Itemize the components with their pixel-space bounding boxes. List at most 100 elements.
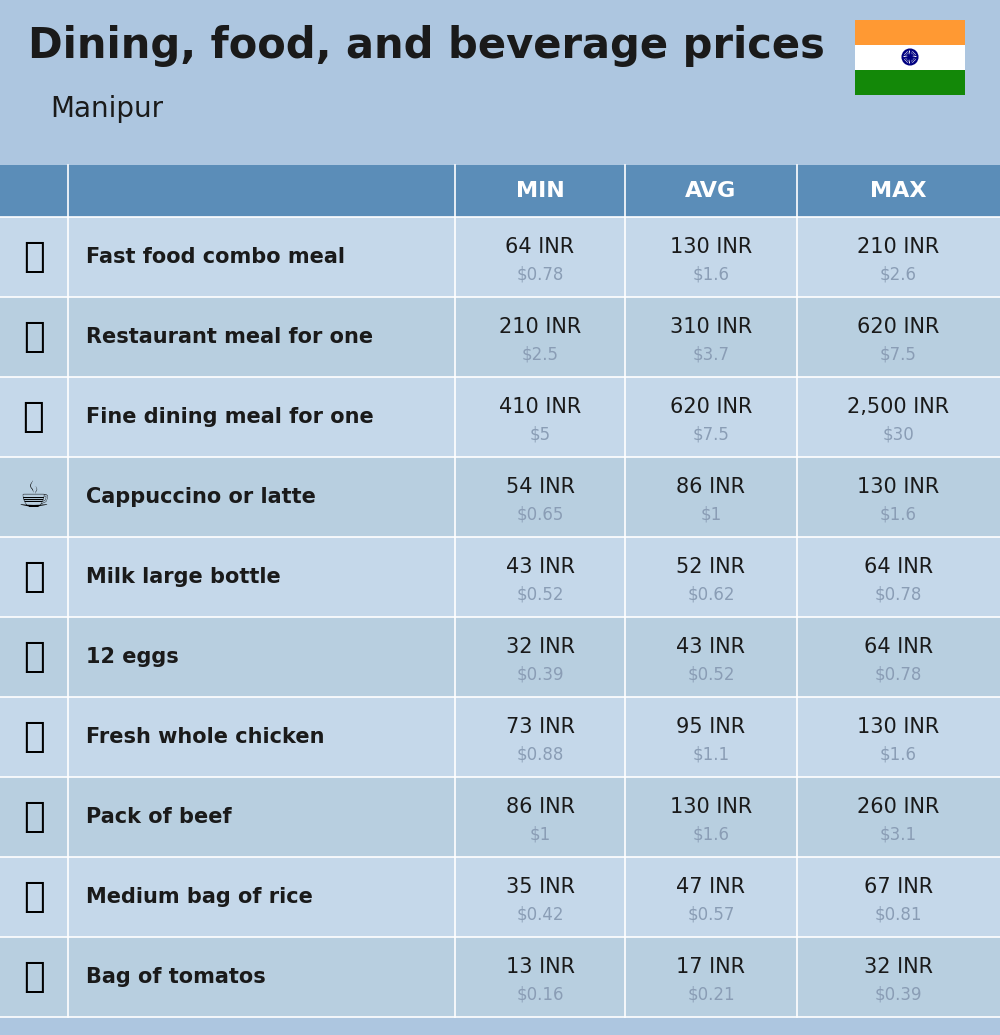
Text: 52 INR: 52 INR	[676, 557, 746, 576]
Text: Fast food combo meal: Fast food combo meal	[86, 247, 345, 267]
Text: 🥩: 🥩	[23, 800, 45, 834]
Text: $0.62: $0.62	[687, 586, 735, 603]
Text: 410 INR: 410 INR	[499, 396, 581, 417]
Bar	[0, 857, 1000, 937]
Text: $5: $5	[529, 425, 551, 444]
Bar	[0, 937, 1000, 1017]
Text: 130 INR: 130 INR	[857, 476, 940, 497]
Text: 260 INR: 260 INR	[857, 797, 940, 817]
Text: $0.39: $0.39	[516, 666, 564, 683]
Text: $0.52: $0.52	[516, 586, 564, 603]
Bar	[0, 377, 1000, 457]
Text: $2.5: $2.5	[522, 346, 558, 363]
Text: $0.57: $0.57	[687, 906, 735, 923]
Text: $1: $1	[529, 826, 551, 844]
Text: $7.5: $7.5	[880, 346, 917, 363]
Text: 🍔: 🍔	[23, 240, 45, 274]
Text: 64 INR: 64 INR	[505, 237, 575, 257]
Text: MIN: MIN	[516, 181, 564, 201]
Bar	[0, 0, 1000, 165]
Bar	[0, 165, 1000, 217]
Text: 130 INR: 130 INR	[670, 797, 752, 817]
Bar	[0, 617, 1000, 697]
Text: Fine dining meal for one: Fine dining meal for one	[86, 407, 374, 427]
Text: 67 INR: 67 INR	[864, 877, 933, 896]
Text: $0.39: $0.39	[875, 985, 922, 1004]
Text: 64 INR: 64 INR	[864, 637, 933, 656]
Text: $0.81: $0.81	[875, 906, 922, 923]
Text: 🍽️: 🍽️	[23, 400, 45, 434]
Text: $2.6: $2.6	[880, 266, 917, 284]
Text: 35 INR: 35 INR	[506, 877, 574, 896]
Text: Medium bag of rice: Medium bag of rice	[86, 887, 313, 907]
Text: MAX: MAX	[870, 181, 927, 201]
Text: $0.16: $0.16	[516, 985, 564, 1004]
Text: $1.6: $1.6	[880, 745, 917, 764]
Text: 43 INR: 43 INR	[506, 557, 574, 576]
Text: 🐔: 🐔	[23, 720, 45, 755]
Bar	[855, 70, 965, 95]
Text: $3.7: $3.7	[692, 346, 730, 363]
Text: 🥛: 🥛	[23, 560, 45, 594]
Text: 🥚: 🥚	[23, 640, 45, 674]
Text: 64 INR: 64 INR	[864, 557, 933, 576]
Text: Cappuccino or latte: Cappuccino or latte	[86, 487, 316, 507]
Text: 210 INR: 210 INR	[857, 237, 940, 257]
Text: Fresh whole chicken: Fresh whole chicken	[86, 727, 324, 747]
Text: Restaurant meal for one: Restaurant meal for one	[86, 327, 373, 347]
Bar	[0, 777, 1000, 857]
Bar	[0, 537, 1000, 617]
Text: $0.42: $0.42	[516, 906, 564, 923]
Text: 95 INR: 95 INR	[676, 716, 746, 737]
Text: $0.88: $0.88	[516, 745, 564, 764]
Bar	[0, 147, 1000, 165]
Text: 🍳: 🍳	[23, 320, 45, 354]
Text: 310 INR: 310 INR	[670, 317, 752, 336]
Text: AVG: AVG	[685, 181, 737, 201]
Text: 32 INR: 32 INR	[864, 956, 933, 977]
Text: 32 INR: 32 INR	[506, 637, 574, 656]
Text: 86 INR: 86 INR	[506, 797, 574, 817]
Text: $0.78: $0.78	[875, 586, 922, 603]
Text: $1.6: $1.6	[692, 266, 730, 284]
Text: 17 INR: 17 INR	[676, 956, 746, 977]
Text: 43 INR: 43 INR	[676, 637, 746, 656]
Text: 🍅: 🍅	[23, 960, 45, 994]
Text: Bag of tomatos: Bag of tomatos	[86, 967, 266, 987]
Bar	[855, 20, 965, 45]
Bar	[0, 697, 1000, 777]
Text: 210 INR: 210 INR	[499, 317, 581, 336]
Text: 12 eggs: 12 eggs	[86, 647, 179, 667]
Text: 54 INR: 54 INR	[506, 476, 574, 497]
Text: $0.78: $0.78	[875, 666, 922, 683]
Text: $1.6: $1.6	[692, 826, 730, 844]
Bar	[0, 217, 1000, 297]
Text: $1.6: $1.6	[880, 506, 917, 524]
Text: 130 INR: 130 INR	[857, 716, 940, 737]
Text: 🍚: 🍚	[23, 880, 45, 914]
Text: $0.52: $0.52	[687, 666, 735, 683]
Text: 2,500 INR: 2,500 INR	[847, 396, 950, 417]
Text: 47 INR: 47 INR	[676, 877, 746, 896]
Bar	[0, 297, 1000, 377]
Text: $0.78: $0.78	[516, 266, 564, 284]
Text: $0.21: $0.21	[687, 985, 735, 1004]
Text: Dining, food, and beverage prices: Dining, food, and beverage prices	[28, 25, 825, 67]
Text: 73 INR: 73 INR	[506, 716, 574, 737]
Text: $1: $1	[700, 506, 722, 524]
Text: 620 INR: 620 INR	[857, 317, 940, 336]
Text: 13 INR: 13 INR	[506, 956, 574, 977]
Text: Manipur: Manipur	[50, 95, 163, 123]
Bar	[855, 45, 965, 70]
Text: ☕: ☕	[18, 480, 50, 514]
Text: $30: $30	[883, 425, 914, 444]
Text: 620 INR: 620 INR	[670, 396, 752, 417]
Text: $3.1: $3.1	[880, 826, 917, 844]
Text: $1.1: $1.1	[692, 745, 730, 764]
Text: Milk large bottle: Milk large bottle	[86, 567, 281, 587]
Text: 86 INR: 86 INR	[676, 476, 746, 497]
Circle shape	[909, 56, 911, 58]
Text: $7.5: $7.5	[693, 425, 729, 444]
Text: Pack of beef: Pack of beef	[86, 807, 232, 827]
Text: $0.65: $0.65	[516, 506, 564, 524]
